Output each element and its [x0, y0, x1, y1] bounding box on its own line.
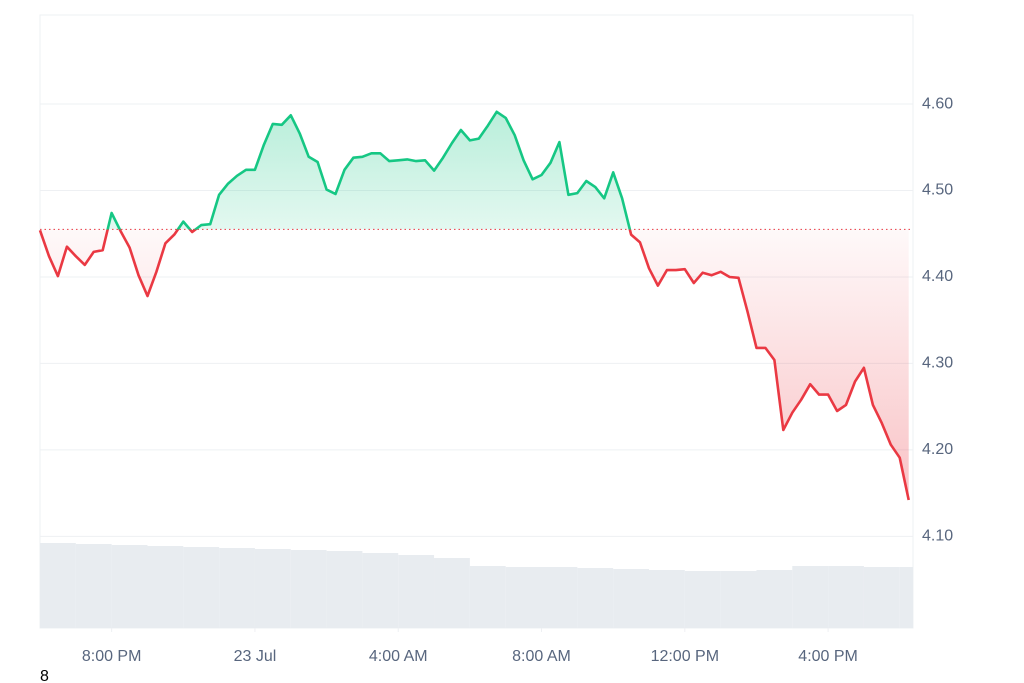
volume-bar: [792, 566, 829, 628]
volume-bar: [40, 543, 76, 628]
volume-bar: [254, 549, 291, 628]
footnote: 8: [40, 668, 49, 683]
volume-bar: [863, 567, 900, 628]
y-tick-label: 4.20: [922, 441, 953, 458]
y-tick-label: 4.30: [922, 355, 953, 372]
y-tick-label: 4.50: [922, 182, 953, 199]
volume-bar: [505, 567, 542, 628]
x-tick-label: 8:00 PM: [82, 648, 142, 665]
volume-bar: [111, 545, 148, 628]
volume-bar: [756, 570, 793, 628]
x-tick-label: 12:00 PM: [651, 648, 719, 665]
area-fill: [40, 111, 909, 501]
volume-bar: [183, 547, 220, 628]
volume-bar: [434, 558, 470, 628]
volume-bar: [326, 551, 363, 628]
price-line: [38, 110, 910, 501]
volume-bar: [577, 568, 614, 628]
y-tick-label: 4.10: [922, 528, 953, 545]
volume-bar: [541, 567, 578, 628]
volume-bar: [613, 569, 649, 628]
volume-bar: [147, 546, 184, 628]
volume-bar: [648, 570, 685, 628]
volume-bar: [720, 571, 757, 628]
x-tick-label: 4:00 AM: [369, 648, 428, 665]
volume-bar: [219, 548, 255, 628]
volume-bar: [290, 550, 327, 628]
x-tick-label: 23 Jul: [234, 648, 277, 665]
y-tick-label: 4.60: [922, 95, 953, 112]
y-tick-label: 4.40: [922, 268, 953, 285]
volume-bar: [398, 555, 435, 628]
x-tick-label: 8:00 AM: [512, 648, 571, 665]
volume-bar: [469, 566, 506, 628]
volume-bar: [828, 566, 864, 628]
x-tick-label: 4:00 PM: [798, 648, 858, 665]
volume-bar: [362, 553, 399, 628]
volume-bar: [899, 567, 913, 628]
volume-bar: [75, 544, 112, 628]
volume-bar: [684, 571, 721, 628]
